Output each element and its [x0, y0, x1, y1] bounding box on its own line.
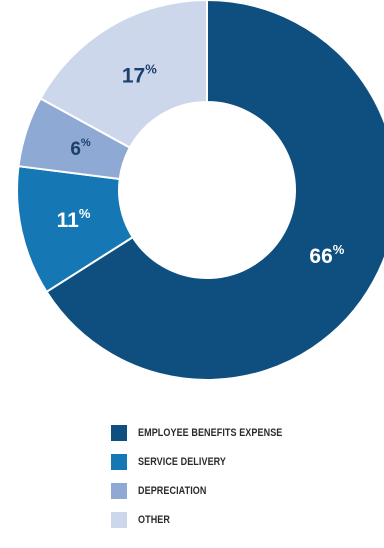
slice-label-other: 17%	[122, 61, 157, 87]
legend-label-depreciation: DEPRECIATION	[138, 484, 207, 497]
legend-item-other: OTHER	[111, 505, 371, 534]
legend-swatch-service-delivery	[111, 453, 127, 470]
slice-label-employee-benefits-expense: 66%	[309, 241, 344, 267]
legend-swatch-depreciation	[111, 482, 127, 499]
donut-chart-svg: 66% 11% 6% 17%	[16, 0, 384, 381]
slice-employee-benefits-expense	[45, 0, 384, 381]
slice-label-depreciation: 6%	[70, 137, 91, 160]
legend-label-other: OTHER	[138, 513, 170, 526]
legend-item-depreciation: DEPRECIATION	[111, 476, 371, 505]
slice-other	[39, 0, 208, 149]
legend-swatch-other	[111, 511, 127, 528]
legend-item-employee-benefits-expense: EMPLOYEE BENEFITS EXPENSE	[111, 418, 371, 447]
legend-label-service-delivery: SERVICE DELIVERY	[138, 455, 227, 468]
labels-group: 66% 11% 6% 17%	[57, 61, 345, 267]
slice-label-service-delivery: 11%	[57, 205, 91, 231]
legend-item-service-delivery: SERVICE DELIVERY	[111, 447, 371, 476]
legend-label-employee-benefits-expense: EMPLOYEE BENEFITS EXPENSE	[138, 426, 283, 439]
legend-swatch-employee-benefits-expense	[111, 424, 127, 441]
legend: EMPLOYEE BENEFITS EXPENSE SERVICE DELIVER…	[111, 418, 371, 534]
slices-group	[16, 0, 384, 381]
